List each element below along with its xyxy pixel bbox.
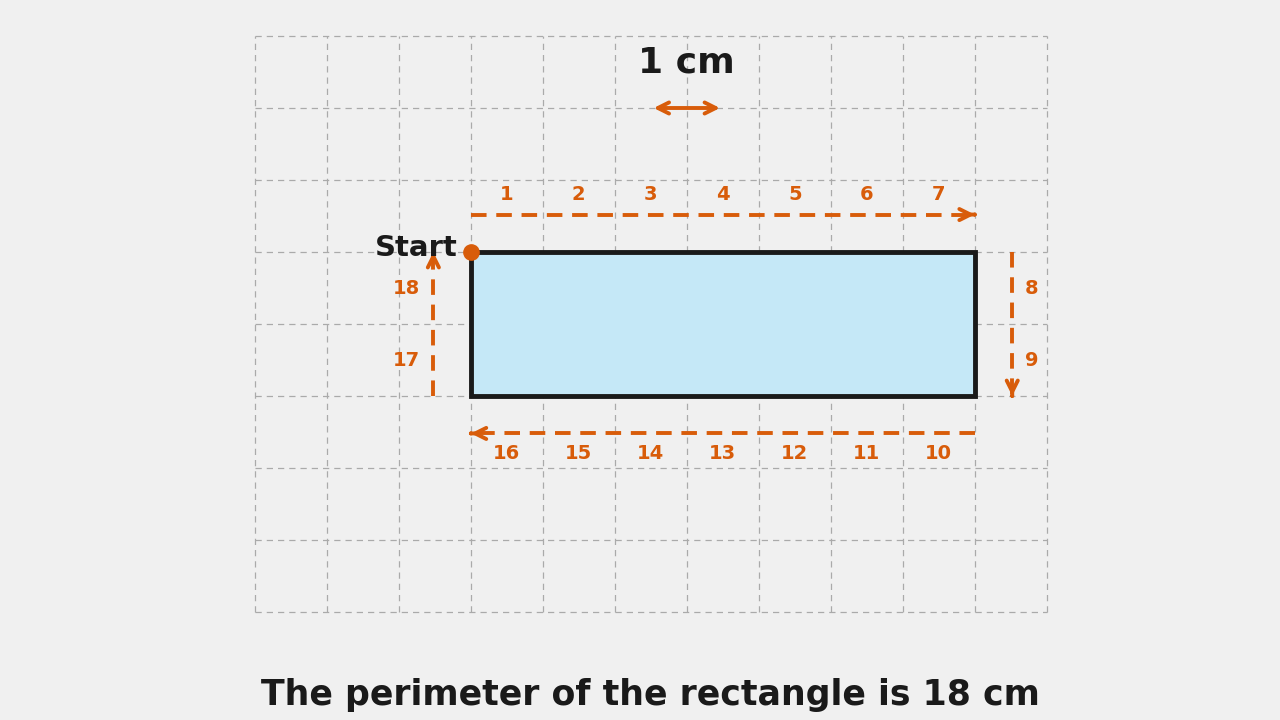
Text: 17: 17 <box>393 351 420 369</box>
Bar <box>471 252 975 396</box>
Text: 11: 11 <box>854 444 881 463</box>
Text: 1 cm: 1 cm <box>639 45 735 79</box>
Text: 8: 8 <box>1025 279 1039 297</box>
Text: 16: 16 <box>493 444 521 463</box>
Text: 15: 15 <box>566 444 593 463</box>
Text: 7: 7 <box>932 185 946 204</box>
Text: Start: Start <box>375 235 458 262</box>
Text: 3: 3 <box>644 185 658 204</box>
Text: 9: 9 <box>1025 351 1038 369</box>
Text: 5: 5 <box>788 185 801 204</box>
Text: 2: 2 <box>572 185 586 204</box>
Text: 13: 13 <box>709 444 736 463</box>
Text: 12: 12 <box>781 444 809 463</box>
Text: 18: 18 <box>393 279 420 297</box>
Text: 1: 1 <box>500 185 513 204</box>
Text: 6: 6 <box>860 185 874 204</box>
Text: 14: 14 <box>637 444 664 463</box>
Text: The perimeter of the rectangle is 18 cm: The perimeter of the rectangle is 18 cm <box>261 678 1041 712</box>
Text: 10: 10 <box>925 444 952 463</box>
Text: 4: 4 <box>716 185 730 204</box>
